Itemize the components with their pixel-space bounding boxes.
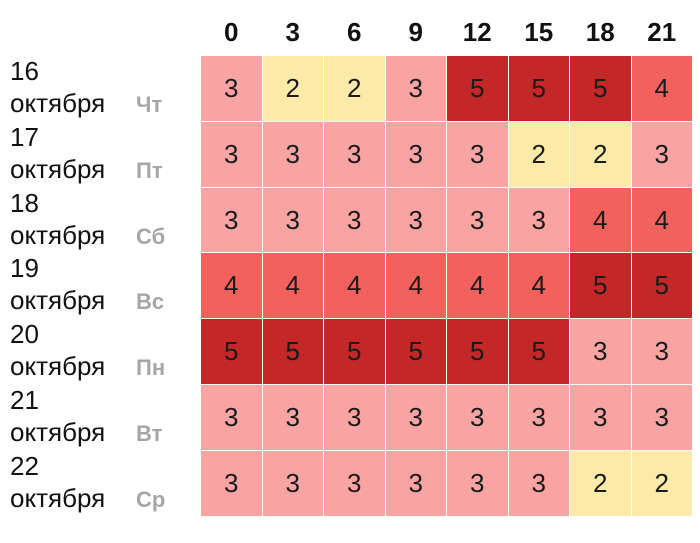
row-label: 17 октября Пт: [10, 122, 195, 186]
heatmap-cell: 3: [324, 187, 385, 253]
heatmap-cell: 3: [631, 385, 692, 450]
heatmap-cell: 3: [324, 385, 385, 450]
heatmap-cell: 2: [508, 121, 569, 187]
heatmap-cell: 2: [262, 56, 323, 121]
heatmap-cell: 3: [385, 187, 446, 253]
heatmap-cell: 2: [324, 56, 385, 121]
heatmap-cell: 3: [631, 319, 692, 384]
row-month: октября: [10, 351, 106, 382]
hour-label-12: 12: [462, 17, 492, 47]
heatmap-cell: 5: [447, 319, 508, 384]
heatmap-cell: 3: [447, 121, 508, 187]
row-month: октября: [10, 482, 106, 513]
row-weekday: Сб: [136, 223, 166, 249]
row-weekday: Пт: [136, 157, 163, 183]
row-label: 22 октября Ср: [10, 451, 195, 515]
hour-label-6: 6: [347, 17, 362, 47]
heatmap-cell: 3: [508, 385, 569, 450]
heatmap-cell: 4: [631, 56, 692, 121]
row-day-number: 16: [10, 56, 39, 86]
row-month: октября: [10, 219, 106, 250]
hour-label-18: 18: [585, 17, 615, 47]
heatmap-cell: 3: [262, 450, 323, 516]
hour-label-3: 3: [285, 17, 300, 47]
heatmap-cell: 3: [201, 450, 262, 516]
heatmap-cell: 4: [262, 253, 323, 319]
heatmap-cell: 4: [324, 253, 385, 319]
heatmap-cell: 3: [201, 56, 262, 121]
heatmap-cell: 3: [447, 385, 508, 450]
heatmap-cell: 5: [570, 253, 631, 319]
heatmap-cell: 3: [385, 385, 446, 450]
heatmap-cell: 3: [508, 187, 569, 253]
heatmap-cell: 4: [201, 253, 262, 319]
heatmap-cell: 3: [570, 319, 631, 384]
row-weekday: Чт: [136, 92, 163, 117]
heatmap-cell: 3: [201, 385, 262, 450]
row-day-number: 18: [10, 187, 39, 218]
row-day-number: 17: [10, 121, 39, 152]
row-day-number: 22: [10, 450, 39, 481]
row-month: октября: [10, 153, 106, 184]
hour-label-15: 15: [524, 17, 554, 47]
heatmap-cell: 3: [385, 121, 446, 187]
hour-label-21: 21: [647, 17, 677, 47]
heatmap-cell: 4: [631, 187, 692, 253]
heatmap-cell: 3: [324, 121, 385, 187]
heatmap-cell: 3: [201, 187, 262, 253]
row-weekday: Вс: [136, 289, 165, 315]
heatmap-cell: 2: [570, 450, 631, 516]
heatmap-cell: 5: [201, 319, 262, 384]
row-weekday: Вт: [136, 421, 163, 446]
row-label: 21 октября Вт: [10, 385, 195, 449]
row-month: октября: [10, 285, 106, 316]
heatmap-cell: 2: [631, 450, 692, 516]
row-day-number: 21: [10, 385, 39, 415]
heatmap-cell: 4: [447, 253, 508, 319]
heatmap-cell: 3: [262, 385, 323, 450]
heatmap-cell: 3: [324, 450, 385, 516]
row-label: 20 октября Пн: [10, 319, 195, 383]
row-month: октября: [10, 88, 106, 118]
hour-label-0: 0: [224, 17, 239, 47]
row-month: октября: [10, 417, 106, 447]
heatmap-cell: 5: [262, 319, 323, 384]
heatmap-cell: 3: [508, 450, 569, 516]
row-label: 16 октября Чт: [10, 56, 195, 120]
heatmap-cell: 3: [631, 121, 692, 187]
heatmap-cell: 3: [447, 187, 508, 253]
row-weekday: Ср: [136, 486, 166, 512]
heatmap-cell: 5: [447, 56, 508, 121]
heatmap-cell: 5: [508, 319, 569, 384]
heatmap-cell: 3: [385, 450, 446, 516]
heatmap-cell: 5: [570, 56, 631, 121]
heatmap-cell: 5: [385, 319, 446, 384]
row-day-number: 19: [10, 253, 39, 284]
heatmap-cell: 4: [570, 187, 631, 253]
heatmap-cell: 4: [385, 253, 446, 319]
heatmap-cell: 3: [385, 56, 446, 121]
heatmap-cell: 5: [324, 319, 385, 384]
heatmap-cell: 3: [447, 450, 508, 516]
row-label: 19 октября Вс: [10, 253, 195, 317]
heatmap-cell: 5: [631, 253, 692, 319]
row-day-number: 20: [10, 319, 39, 350]
row-label: 18 октября Сб: [10, 188, 195, 252]
heatmap-cell: 4: [508, 253, 569, 319]
heatmap-cell: 5: [508, 56, 569, 121]
row-weekday: Пн: [136, 355, 166, 381]
heatmap-cell: 3: [201, 121, 262, 187]
heatmap-cell: 3: [262, 187, 323, 253]
heatmap-cell: 3: [570, 385, 631, 450]
heatmap-cell: 2: [570, 121, 631, 187]
heatmap-cell: 3: [262, 121, 323, 187]
hour-label-9: 9: [408, 17, 423, 47]
